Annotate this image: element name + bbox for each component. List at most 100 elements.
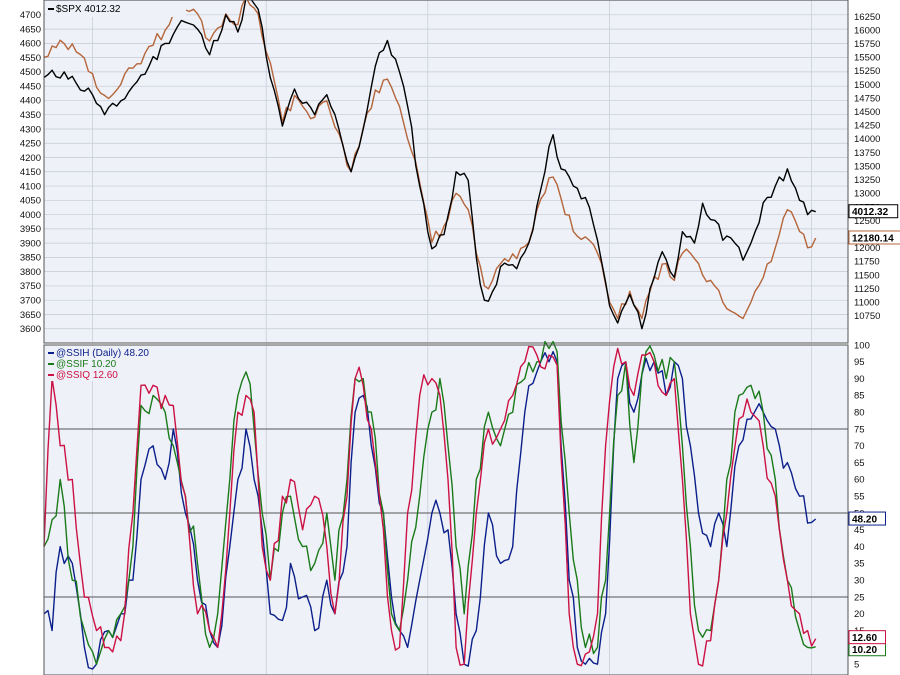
price-right-tick-12: 13750 bbox=[854, 148, 880, 159]
osc-right-tick-13: 70 bbox=[854, 441, 865, 452]
price-right-tick-2: 11250 bbox=[854, 284, 880, 295]
ssiq-line bbox=[43, 345, 817, 667]
ssih-line bbox=[43, 350, 817, 670]
price-plot-border bbox=[43, 0, 849, 344]
price-legend-label-0: $SPX 4012.32 bbox=[56, 4, 121, 15]
osc-right-tick-7: 40 bbox=[854, 542, 865, 553]
osc-right-tick-12: 65 bbox=[854, 458, 865, 469]
oscillator-series-lines bbox=[43, 340, 817, 670]
price-left-tick-7: 3950 bbox=[20, 224, 41, 235]
ssih-last-value-text: 48.20 bbox=[852, 515, 877, 526]
osc-legend-swatch-0 bbox=[48, 352, 54, 354]
price-left-tick-20: 4600 bbox=[20, 39, 41, 50]
price-left-tick-22: 4700 bbox=[20, 10, 41, 21]
price-left-tick-8: 4000 bbox=[20, 210, 41, 221]
price-left-tick-11: 4150 bbox=[20, 167, 41, 178]
price-right-tick-22: 16250 bbox=[854, 12, 880, 23]
oscillator-legend: @SSIH (Daily) 48.20@SSIF 10.20@SSIQ 12.6… bbox=[46, 346, 158, 381]
price-right-tick-17: 15000 bbox=[854, 80, 880, 91]
price-left-tick-4: 3800 bbox=[20, 267, 41, 278]
osc-right-tick-4: 25 bbox=[854, 592, 865, 603]
osc-right-tick-18: 95 bbox=[854, 357, 865, 368]
price-gridlines bbox=[44, 0, 848, 343]
price-last-value-labels: 4012.32 12180.14 bbox=[848, 204, 900, 245]
price-panel: 3600 3650 3700 3750 3800 3850 3900 3950 4000 4050… bbox=[0, 0, 900, 344]
price-right-axis: 1075011000112501150011750120001225012500… bbox=[848, 0, 900, 343]
spx-last-value: 4012.32 bbox=[848, 204, 899, 219]
price-legend-swatch-0 bbox=[48, 8, 54, 10]
oscillator-plot-border bbox=[43, 344, 849, 675]
price-left-tick-6: 3900 bbox=[20, 238, 41, 249]
ssif-line bbox=[43, 340, 816, 665]
price-left-tick-17: 4450 bbox=[20, 81, 41, 92]
nasdaq-last-value: 12180.14 bbox=[848, 230, 900, 245]
nasdaq-last-value-text: 12180.14 bbox=[852, 233, 894, 244]
osc-right-tick-8: 45 bbox=[854, 525, 865, 536]
spx-last-value-text: 4012.32 bbox=[852, 207, 889, 218]
price-right-tick-15: 14500 bbox=[854, 107, 880, 118]
price-legend: $SPX 4012.32 bbox=[46, 1, 186, 17]
osc-left-axis-bg bbox=[0, 345, 44, 675]
price-right-tick-3: 11500 bbox=[854, 270, 880, 281]
ssih-last-value: 48.20 bbox=[848, 511, 886, 526]
price-legend-bg bbox=[46, 1, 186, 17]
price-left-tick-15: 4350 bbox=[20, 110, 41, 121]
ssih-last-value-box bbox=[848, 511, 886, 526]
osc-right-tick-14: 75 bbox=[854, 424, 865, 435]
osc-legend-swatch-1 bbox=[48, 363, 54, 365]
osc-right-tick-17: 90 bbox=[854, 374, 865, 385]
spx-last-value-box bbox=[848, 204, 899, 219]
osc-right-tick-6: 35 bbox=[854, 559, 865, 570]
osc-right-tick-11: 60 bbox=[854, 475, 865, 486]
price-left-tick-5: 3850 bbox=[20, 253, 41, 264]
price-left-tick-0: 3600 bbox=[20, 324, 41, 335]
price-left-tick-19: 4550 bbox=[20, 53, 41, 64]
osc-legend-label-1: @SSIF 10.20 bbox=[56, 359, 117, 370]
price-left-tick-9: 4050 bbox=[20, 196, 41, 207]
price-right-tick-1: 11000 bbox=[854, 297, 880, 308]
price-left-axis-bg bbox=[0, 0, 44, 343]
osc-legend-label-0: @SSIH (Daily) 48.20 bbox=[56, 348, 149, 359]
price-right-tick-18: 15250 bbox=[854, 66, 880, 77]
oscillator-plot-background bbox=[44, 345, 848, 675]
price-right-tick-11: 13500 bbox=[854, 161, 880, 172]
price-right-tick-19: 15500 bbox=[854, 53, 880, 64]
osc-right-tick-15: 80 bbox=[854, 408, 865, 419]
spx-line bbox=[43, 0, 816, 330]
price-left-tick-14: 4300 bbox=[20, 124, 41, 135]
price-left-tick-12: 4200 bbox=[20, 153, 41, 164]
price-left-tick-18: 4500 bbox=[20, 67, 41, 78]
osc-right-tick-0: 5 bbox=[854, 660, 859, 671]
price-right-tick-20: 15750 bbox=[854, 39, 880, 50]
price-right-tick-7: 12500 bbox=[854, 216, 880, 227]
price-left-tick-21: 4650 bbox=[20, 24, 41, 35]
price-left-axis: 3600 3650 3700 3750 3800 3850 3900 3950 4000 4050… bbox=[0, 0, 44, 343]
osc-right-axis-bg bbox=[848, 345, 900, 675]
price-right-tick-4: 11750 bbox=[854, 257, 880, 268]
ssif-last-value-text: 10.20 bbox=[852, 645, 877, 656]
osc-right-tick-16: 85 bbox=[854, 391, 865, 402]
osc-legend-label-2: @SSIQ 12.60 bbox=[56, 370, 118, 381]
osc-legend-swatch-2 bbox=[48, 374, 54, 376]
price-left-tick-16: 4400 bbox=[20, 96, 41, 107]
price-right-tick-10: 13250 bbox=[854, 175, 880, 186]
price-left-tick-1: 3650 bbox=[20, 310, 41, 321]
price-right-tick-5: 12000 bbox=[854, 243, 880, 254]
osc-legend-bg bbox=[46, 346, 158, 381]
osc-right-tick-10: 55 bbox=[854, 492, 865, 503]
price-right-tick-21: 16000 bbox=[854, 25, 880, 36]
ssiq-last-value-box bbox=[848, 630, 886, 645]
ssif-last-value: 10.20 bbox=[848, 642, 886, 657]
price-left-tick-2: 3700 bbox=[20, 295, 41, 306]
price-right-tick-13: 14000 bbox=[854, 134, 880, 145]
price-right-tick-9: 13000 bbox=[854, 189, 880, 200]
osc-right-tick-19: 100 bbox=[854, 340, 870, 351]
price-left-tick-10: 4100 bbox=[20, 181, 41, 192]
osc-right-tick-5: 30 bbox=[854, 576, 865, 587]
price-right-tick-14: 14250 bbox=[854, 121, 880, 132]
ssiq-last-value-text: 12.60 bbox=[852, 633, 877, 644]
price-right-tick-16: 14750 bbox=[854, 93, 880, 104]
ssiq-last-value: 12.60 bbox=[848, 630, 886, 645]
